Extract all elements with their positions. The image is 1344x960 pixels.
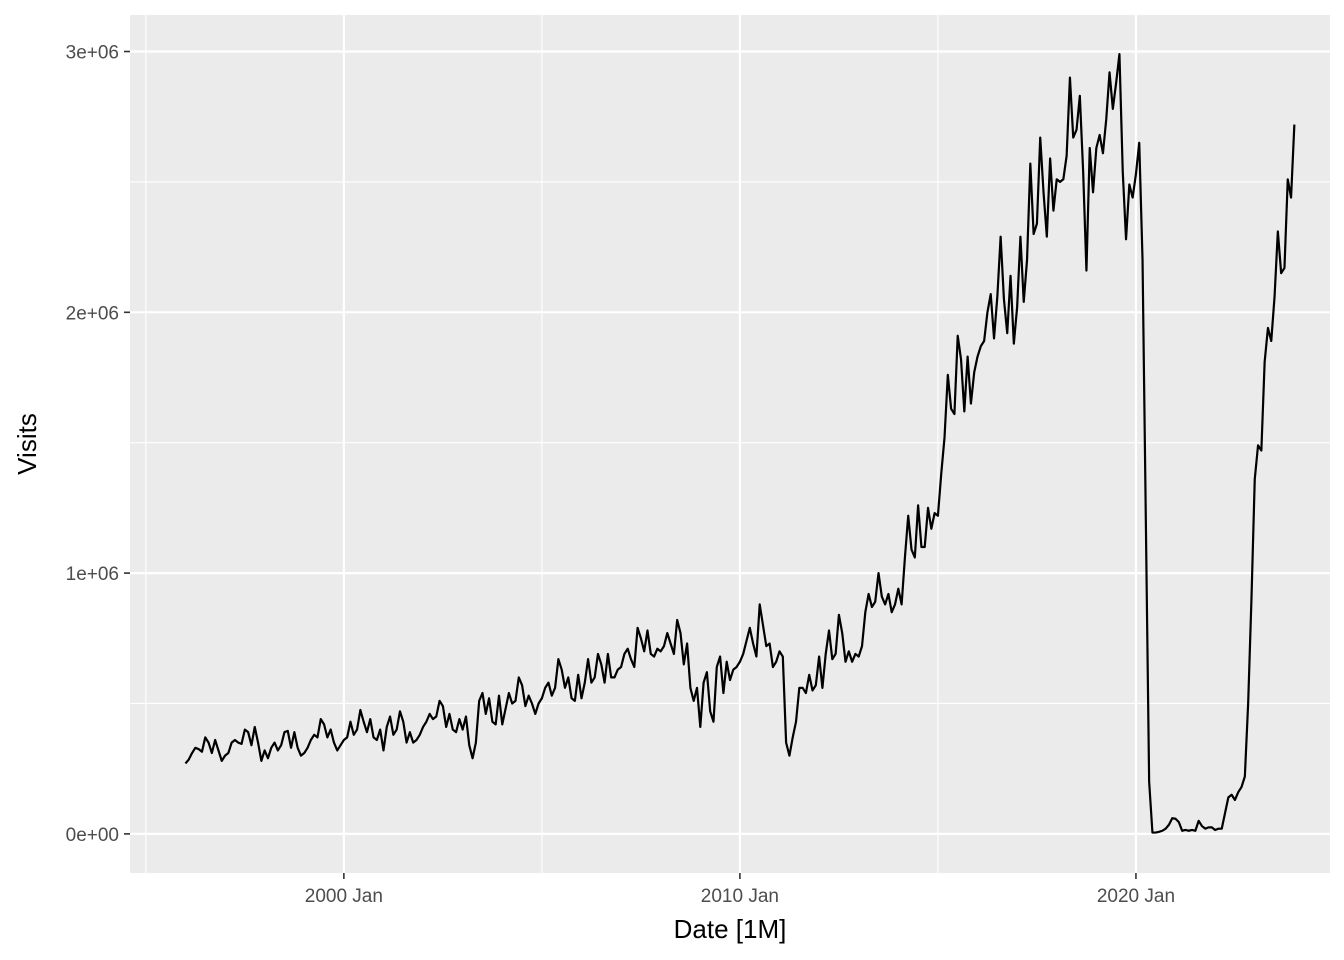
x-tick-label: 2000 Jan (305, 886, 383, 907)
x-tick-label: 2010 Jan (701, 886, 779, 907)
visits-series-line (184, 53, 1296, 834)
y-tick-label: 1e+06 (66, 564, 119, 585)
major-gridlines (130, 15, 1330, 873)
y-axis-title: Visits (12, 413, 42, 475)
y-tick-label: 0e+00 (66, 825, 119, 846)
x-tick-label: 2020 Jan (1097, 886, 1175, 907)
y-axis-ticks: 0e+00 1e+06 2e+06 3e+06 (66, 43, 130, 846)
y-tick-label: 3e+06 (66, 43, 119, 64)
x-axis-title: Date [1M] (674, 914, 787, 944)
minor-gridlines (130, 15, 1330, 873)
y-tick-label: 2e+06 (66, 303, 119, 324)
x-axis-ticks: 2000 Jan 2010 Jan 2020 Jan (305, 873, 1175, 907)
